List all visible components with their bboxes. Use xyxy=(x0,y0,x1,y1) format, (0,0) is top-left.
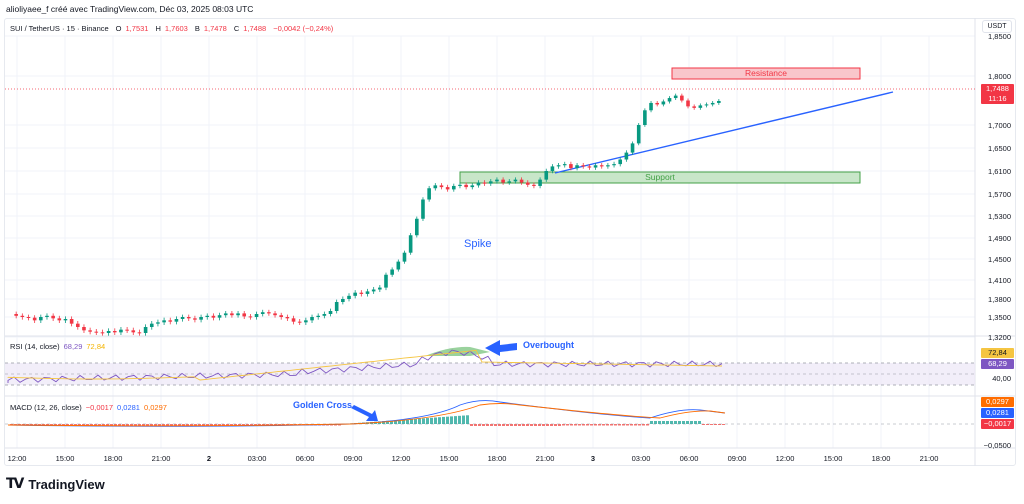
rsi-legend: RSI (14, close) 68,29 72,84 xyxy=(10,342,105,351)
price-tick: 1,6500 xyxy=(988,144,1011,153)
support-label: Support xyxy=(645,172,675,182)
high-value: 1,7603 xyxy=(164,24,188,33)
rsi-value: 68,29 xyxy=(63,342,83,351)
open-value: 1,7531 xyxy=(125,24,149,33)
current-price-tag: 1,7488 11:16 xyxy=(981,84,1014,104)
rsi-ma-tag: 72,84 xyxy=(981,348,1014,358)
price-tick: 1,7000 xyxy=(988,121,1011,130)
macd-legend: MACD (12, 26, close) −0,0017 0,0281 0,02… xyxy=(10,403,167,412)
macd-signal-tag: 0,0297 xyxy=(981,397,1014,407)
time-tick: 03:00 xyxy=(247,454,267,463)
time-tick: 06:00 xyxy=(679,454,699,463)
spike-annotation: Spike xyxy=(464,238,492,250)
resistance-label: Resistance xyxy=(744,68,788,78)
overbought-annotation: Overbought xyxy=(523,340,574,350)
price-tick: 1,8000 xyxy=(988,72,1011,81)
macd-histogram-value: −0,0017 xyxy=(85,403,114,412)
bar-countdown: 11:16 xyxy=(988,94,1007,103)
tradingview-logo: TV TradingView xyxy=(6,476,105,492)
time-tick: 18:00 xyxy=(103,454,123,463)
price-tick: 1,4500 xyxy=(988,255,1011,264)
time-tick: 03:00 xyxy=(631,454,651,463)
macd-signal-value: 0,0297 xyxy=(143,403,167,412)
price-tick: 1,4900 xyxy=(988,234,1011,243)
price-tick: 1,5300 xyxy=(988,212,1011,221)
time-tick: 18:00 xyxy=(487,454,507,463)
rsi-label: RSI (14, close) xyxy=(10,342,60,351)
symbol-name: SUI / TetherUS · 15 · Binance xyxy=(10,24,109,33)
time-tick: 12:00 xyxy=(775,454,795,463)
time-tick: 15:00 xyxy=(439,454,459,463)
price-tick: 1,5700 xyxy=(988,190,1011,199)
price-tick: 1,4100 xyxy=(988,276,1011,285)
time-tick: 3 xyxy=(590,454,596,463)
price-tick: 1,3500 xyxy=(988,313,1011,322)
time-tick: 21:00 xyxy=(151,454,171,463)
low-value: 1,7478 xyxy=(203,24,227,33)
macd-histogram-tag: −0,0017 xyxy=(981,419,1014,429)
time-tick: 21:00 xyxy=(535,454,555,463)
rsi-ma-value: 72,84 xyxy=(86,342,106,351)
macd-scale-tick: −0,0500 xyxy=(983,441,1011,450)
time-tick: 12:00 xyxy=(7,454,27,463)
rsi-value-tag: 68,29 xyxy=(981,359,1014,369)
macd-line-tag: 0,0281 xyxy=(981,408,1014,418)
time-tick: 21:00 xyxy=(919,454,939,463)
change-value: −0,0042 (−0,24%) xyxy=(273,24,334,33)
time-tick: 2 xyxy=(206,454,212,463)
currency-selector[interactable]: USDT xyxy=(982,20,1012,33)
chart-credit: alioliyaee_f créé avec TradingView.com, … xyxy=(6,4,254,14)
brand-name: TradingView xyxy=(28,476,105,492)
macd-line-value: 0,0281 xyxy=(117,403,140,412)
macd-label: MACD (12, 26, close) xyxy=(10,403,82,412)
price-tick: 1,3200 xyxy=(988,333,1011,342)
close-value: 1,7488 xyxy=(243,24,267,33)
price-tick: 1,3800 xyxy=(988,295,1011,304)
time-tick: 06:00 xyxy=(295,454,315,463)
time-tick: 12:00 xyxy=(391,454,411,463)
time-tick: 18:00 xyxy=(871,454,891,463)
tradingview-logo-icon: TV xyxy=(6,476,24,492)
time-tick: 15:00 xyxy=(55,454,75,463)
time-tick: 09:00 xyxy=(343,454,363,463)
chart-frame xyxy=(4,18,1016,466)
price-tick: 1,8500 xyxy=(988,32,1011,41)
price-tick: 1,6100 xyxy=(988,167,1011,176)
golden-cross-annotation: Golden Cross xyxy=(293,400,353,410)
time-tick: 09:00 xyxy=(727,454,747,463)
current-price: 1,7488 xyxy=(986,84,1009,93)
rsi-scale-tick: 40,00 xyxy=(992,374,1011,383)
time-tick: 15:00 xyxy=(823,454,843,463)
